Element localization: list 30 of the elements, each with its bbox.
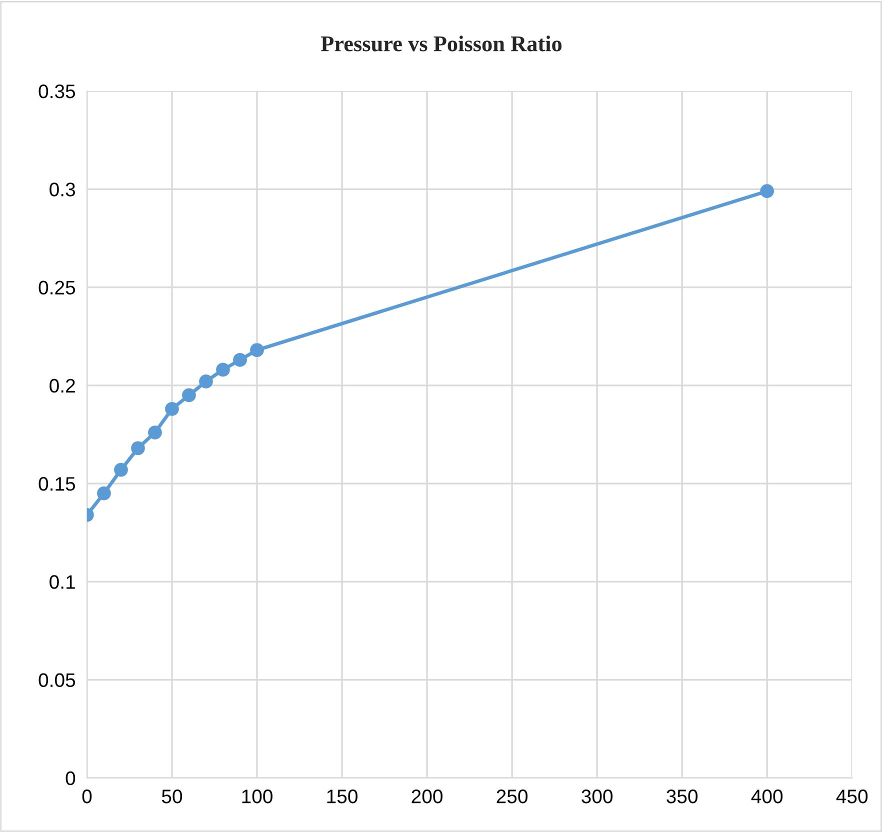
chart-title: Pressure vs Poisson Ratio bbox=[320, 36, 562, 52]
y-tick-label: 0.1 bbox=[50, 575, 75, 589]
x-tick-label: 350 bbox=[666, 790, 698, 804]
x-tick-label: 100 bbox=[242, 790, 272, 804]
y-tick-label: 0.2 bbox=[50, 378, 75, 393]
point bbox=[114, 462, 128, 477]
y-tick-label: 0.15 bbox=[38, 477, 76, 491]
point bbox=[233, 352, 247, 367]
point bbox=[182, 388, 196, 402]
x-tick-label: 200 bbox=[412, 790, 442, 804]
point bbox=[199, 374, 213, 388]
x-tick-label: 0 bbox=[82, 790, 92, 804]
point bbox=[165, 402, 179, 416]
point bbox=[97, 486, 111, 500]
y-tick-label: 0.35 bbox=[38, 84, 76, 98]
y-tick-label: 0 bbox=[66, 771, 76, 786]
y-tick-label: 0.25 bbox=[38, 280, 76, 295]
point bbox=[760, 184, 774, 198]
x-tick-label: 450 bbox=[836, 790, 868, 804]
point bbox=[216, 362, 230, 377]
x-tick-label: 250 bbox=[496, 790, 528, 804]
x-tick-label: 300 bbox=[582, 790, 613, 804]
point bbox=[148, 426, 162, 440]
point bbox=[250, 343, 264, 358]
x-tick-label: 50 bbox=[162, 790, 182, 804]
x-tick-label: 150 bbox=[327, 790, 358, 804]
y-tick-label: 0.05 bbox=[38, 673, 76, 688]
point bbox=[131, 441, 145, 456]
y-tick-label: 0.3 bbox=[50, 182, 76, 196]
x-tick-label: 400 bbox=[751, 790, 783, 804]
